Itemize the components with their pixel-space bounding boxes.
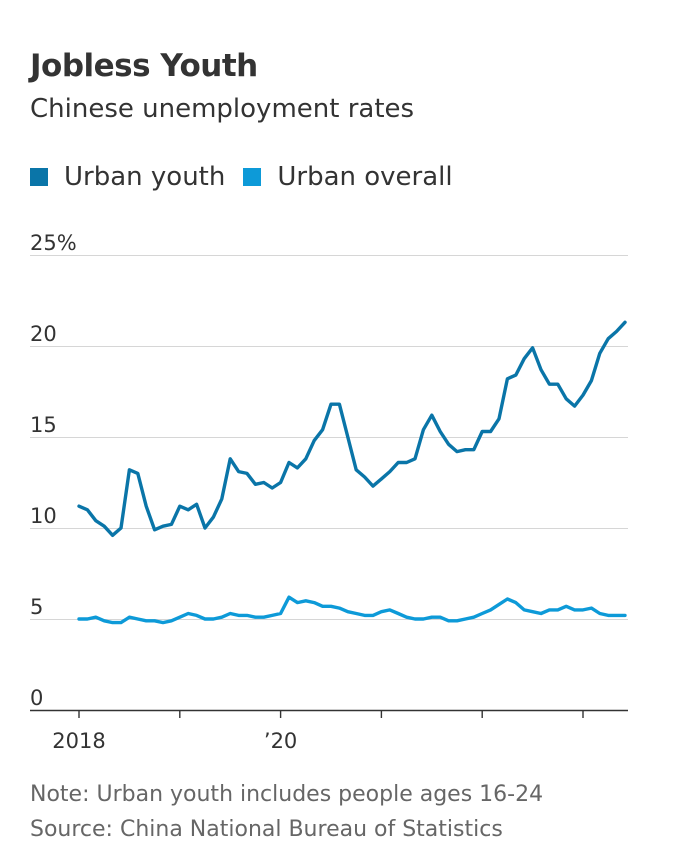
x-tick-label-2020-01: ’20 [264,729,297,753]
chart-source: Source: China National Bureau of Statist… [30,817,503,842]
series-line-urban-overall [77,595,627,625]
legend-swatch-urban-overall [243,168,262,186]
chart-subtitle: Chinese unemployment rates [30,94,415,124]
chart-note: Note: Urban youth includes people ages 1… [30,782,544,807]
series-line-urban-youth [77,320,627,537]
legend-label-urban-overall: Urban overall [277,162,453,192]
legend: Urban youth Urban overall [30,162,471,192]
line-chart: 25% 20 15 10 5 0 2018 ’20 [30,231,628,753]
legend-swatch-urban-youth [30,168,48,186]
y-tick-label-15: 15 [30,413,57,437]
legend-item-urban-overall: Urban overall [243,162,453,192]
legend-label-urban-youth: Urban youth [64,162,226,192]
y-tick-label-25: 25% [30,231,77,255]
y-tick-label-5: 5 [30,595,43,619]
x-tick-label-2018-01: 2018 [52,729,105,753]
chart-title: Jobless Youth [30,48,258,84]
y-tick-label-20: 20 [30,322,57,346]
legend-item-urban-youth: Urban youth [30,162,225,192]
y-tick-label-0: 0 [30,686,43,710]
y-tick-label-10: 10 [30,504,57,528]
